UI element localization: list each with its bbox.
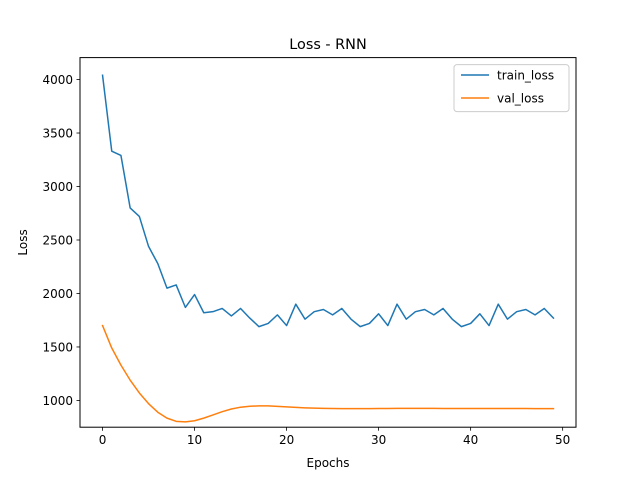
chart-title: Loss - RNN [289,37,366,53]
x-ticks: 0 10 20 30 40 50 [99,427,570,447]
x-tick-label-10: 10 [187,433,202,447]
plot-area: 0 10 20 30 40 50 1000 1500 2000 2500 3000 3500 4000 [42,57,577,447]
legend-box [453,64,570,113]
y-tick-label-1000: 1000 [42,394,73,408]
x-tick-label-50: 50 [555,433,570,447]
series-line-val-loss [101,324,555,423]
series-line-train-loss [101,74,555,328]
y-tick-label-2000: 2000 [42,287,73,301]
x-tick-label-20: 20 [279,433,294,447]
y-tick-label-2500: 2500 [42,233,73,247]
x-tick-label-40: 40 [463,433,478,447]
legend-label-train-loss: train_loss [497,69,554,83]
y-ticks: 1000 1500 2000 2500 3000 3500 4000 [42,73,80,408]
y-tick-label-3000: 3000 [42,180,73,194]
legend: train_loss val_loss [453,64,570,113]
legend-label-val-loss: val_loss [497,92,544,106]
y-tick-label-3500: 3500 [42,126,73,140]
x-axis-label: Epochs [307,456,350,470]
y-tick-label-1500: 1500 [42,340,73,354]
axes-frame [79,57,577,428]
x-tick-label-0: 0 [99,433,107,447]
series-layer [101,74,555,423]
y-tick-label-4000: 4000 [42,73,73,87]
y-axis-label: Loss [16,229,30,255]
x-tick-label-30: 30 [371,433,386,447]
